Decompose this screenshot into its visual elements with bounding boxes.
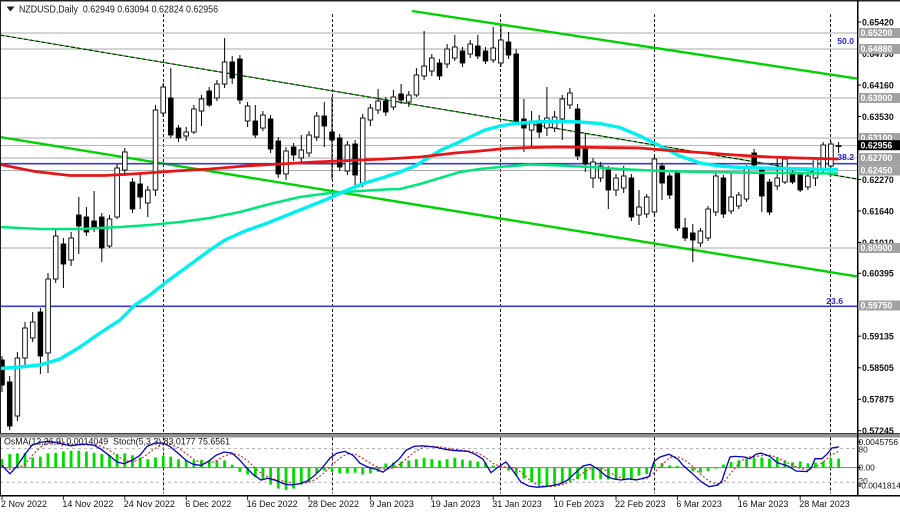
svg-text:0.59135: 0.59135 bbox=[862, 332, 894, 342]
svg-text:10 Feb 2023: 10 Feb 2023 bbox=[554, 499, 605, 509]
svg-text:22 Feb 2023: 22 Feb 2023 bbox=[615, 499, 666, 509]
svg-text:24 Nov 2022: 24 Nov 2022 bbox=[124, 499, 175, 509]
svg-text:9 Jan 2023: 9 Jan 2023 bbox=[369, 499, 414, 509]
svg-text:NZDUSD,Daily 0.62949 0.63094: NZDUSD,Daily 0.62949 0.63094 0.62824 0.6… bbox=[19, 3, 218, 15]
svg-text:OsMA(12,26,9) 0.0014049 Stoch: OsMA(12,26,9) 0.0014049 Stoch(5,3,3) 83.… bbox=[4, 437, 230, 447]
svg-text:0.63100: 0.63100 bbox=[861, 133, 893, 143]
svg-text:0.57245: 0.57245 bbox=[862, 426, 894, 436]
svg-text:14 Nov 2022: 14 Nov 2022 bbox=[62, 499, 113, 509]
svg-text:2 Nov 2022: 2 Nov 2022 bbox=[1, 499, 47, 509]
svg-text:0.58505: 0.58505 bbox=[862, 363, 894, 373]
svg-text:0.62700: 0.62700 bbox=[861, 153, 893, 163]
svg-text:0.62270: 0.62270 bbox=[862, 175, 894, 185]
svg-text:0.62956: 0.62956 bbox=[861, 140, 893, 150]
svg-text:20: 20 bbox=[859, 476, 869, 486]
svg-text:50.0: 50.0 bbox=[837, 36, 854, 46]
svg-text:0.61010: 0.61010 bbox=[862, 238, 894, 248]
svg-text:0.61640: 0.61640 bbox=[862, 206, 894, 216]
svg-text:-0.0041814: -0.0041814 bbox=[859, 480, 900, 490]
svg-text:0.59750: 0.59750 bbox=[861, 301, 893, 311]
svg-text:38.2: 38.2 bbox=[837, 152, 854, 162]
svg-text:0.60900: 0.60900 bbox=[861, 243, 893, 253]
svg-text:6 Dec 2022: 6 Dec 2022 bbox=[185, 499, 231, 509]
svg-text:0.0045756: 0.0045756 bbox=[859, 437, 899, 447]
svg-text:0.65200: 0.65200 bbox=[861, 28, 893, 38]
svg-text:0.63530: 0.63530 bbox=[862, 112, 894, 122]
svg-text:16 Dec 2022: 16 Dec 2022 bbox=[247, 499, 298, 509]
svg-text:23.6: 23.6 bbox=[826, 296, 843, 306]
svg-text:0.00: 0.00 bbox=[859, 463, 876, 473]
svg-text:16 Mar 2023: 16 Mar 2023 bbox=[738, 499, 789, 509]
svg-text:31 Jan 2023: 31 Jan 2023 bbox=[492, 499, 542, 509]
svg-text:0.64880: 0.64880 bbox=[861, 44, 893, 54]
svg-text:0.60395: 0.60395 bbox=[862, 269, 894, 279]
svg-text:0.62450: 0.62450 bbox=[861, 166, 893, 176]
svg-text:28 Dec 2022: 28 Dec 2022 bbox=[308, 499, 359, 509]
svg-text:0.57875: 0.57875 bbox=[862, 395, 894, 405]
svg-text:28 Mar 2023: 28 Mar 2023 bbox=[799, 499, 850, 509]
svg-text:0.64160: 0.64160 bbox=[862, 80, 894, 90]
svg-text:19 Jan 2023: 19 Jan 2023 bbox=[431, 499, 481, 509]
svg-text:0.65420: 0.65420 bbox=[862, 17, 894, 27]
svg-text:0.63900: 0.63900 bbox=[861, 93, 893, 103]
svg-text:6 Mar 2023: 6 Mar 2023 bbox=[676, 499, 722, 509]
svg-text:80: 80 bbox=[859, 444, 869, 454]
